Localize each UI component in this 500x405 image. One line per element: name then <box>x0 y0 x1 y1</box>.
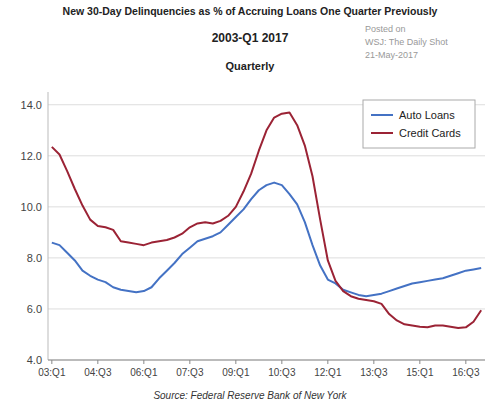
x-tick-label: 07:Q3 <box>176 367 204 378</box>
y-tick-label: 12.0 <box>21 150 42 162</box>
x-tick-label: 13:Q3 <box>360 367 388 378</box>
x-tick-label: 12:Q1 <box>314 367 342 378</box>
y-axis: 4.0 6.0 8.0 10.0 12.0 14.0 <box>21 92 485 366</box>
y-tick-label: 6.0 <box>27 303 42 315</box>
y-axis-line <box>48 92 49 360</box>
legend-box <box>363 100 475 148</box>
annotation: Quarterly <box>226 60 276 72</box>
x-tick-label: 06:Q1 <box>130 367 158 378</box>
x-tick <box>419 360 420 364</box>
x-tick-label: 09:Q1 <box>222 367 250 378</box>
x-axis: 03:Q1 04:Q3 06:Q1 07:Q3 09:Q1 10:Q3 12:Q1 13:Q3… <box>38 360 485 378</box>
y-tick-label: 4.0 <box>27 354 42 366</box>
x-tick <box>51 360 52 364</box>
y-tick-label: 14.0 <box>21 99 42 111</box>
grid-line <box>48 308 485 309</box>
x-tick <box>373 360 374 364</box>
x-tick <box>281 360 282 364</box>
subtitle: 2003-Q1 2017 <box>212 31 289 45</box>
grid-line <box>48 206 485 207</box>
watermark: Posted on <box>365 24 406 34</box>
y-tick-label: 8.0 <box>27 252 42 264</box>
x-tick-label: 15:Q1 <box>406 367 434 378</box>
title: New 30-Day Delinquencies as % of Accruin… <box>63 5 438 17</box>
watermark: WSJ: The Daily Shot <box>365 37 448 47</box>
x-tick-label: 04:Q3 <box>84 367 112 378</box>
x-tick <box>143 360 144 364</box>
legend-label: Credit Cards <box>399 127 461 139</box>
y-tick-label: 10.0 <box>21 201 42 213</box>
legend-label: Auto Loans <box>399 109 455 121</box>
watermark: 21-May-2017 <box>365 50 418 60</box>
chart: New 30-Day Delinquencies as % of Accruin… <box>0 0 500 405</box>
grid-line <box>48 257 485 258</box>
background <box>0 0 500 405</box>
x-tick <box>327 360 328 364</box>
x-tick <box>189 360 190 364</box>
source: Source: Federal Reserve Bank of New York <box>153 390 347 401</box>
legend-swatch <box>371 114 393 116</box>
x-tick-label: 10:Q3 <box>268 367 296 378</box>
x-tick <box>235 360 236 364</box>
x-tick <box>97 360 98 364</box>
x-tick-label: 16:Q3 <box>452 367 480 378</box>
x-tick-label: 03:Q1 <box>38 367 66 378</box>
legend: Auto Loans Credit Cards <box>363 100 475 148</box>
series-line <box>52 183 481 297</box>
legend-swatch <box>371 132 393 134</box>
grid-line <box>48 155 485 156</box>
x-tick <box>465 360 466 364</box>
